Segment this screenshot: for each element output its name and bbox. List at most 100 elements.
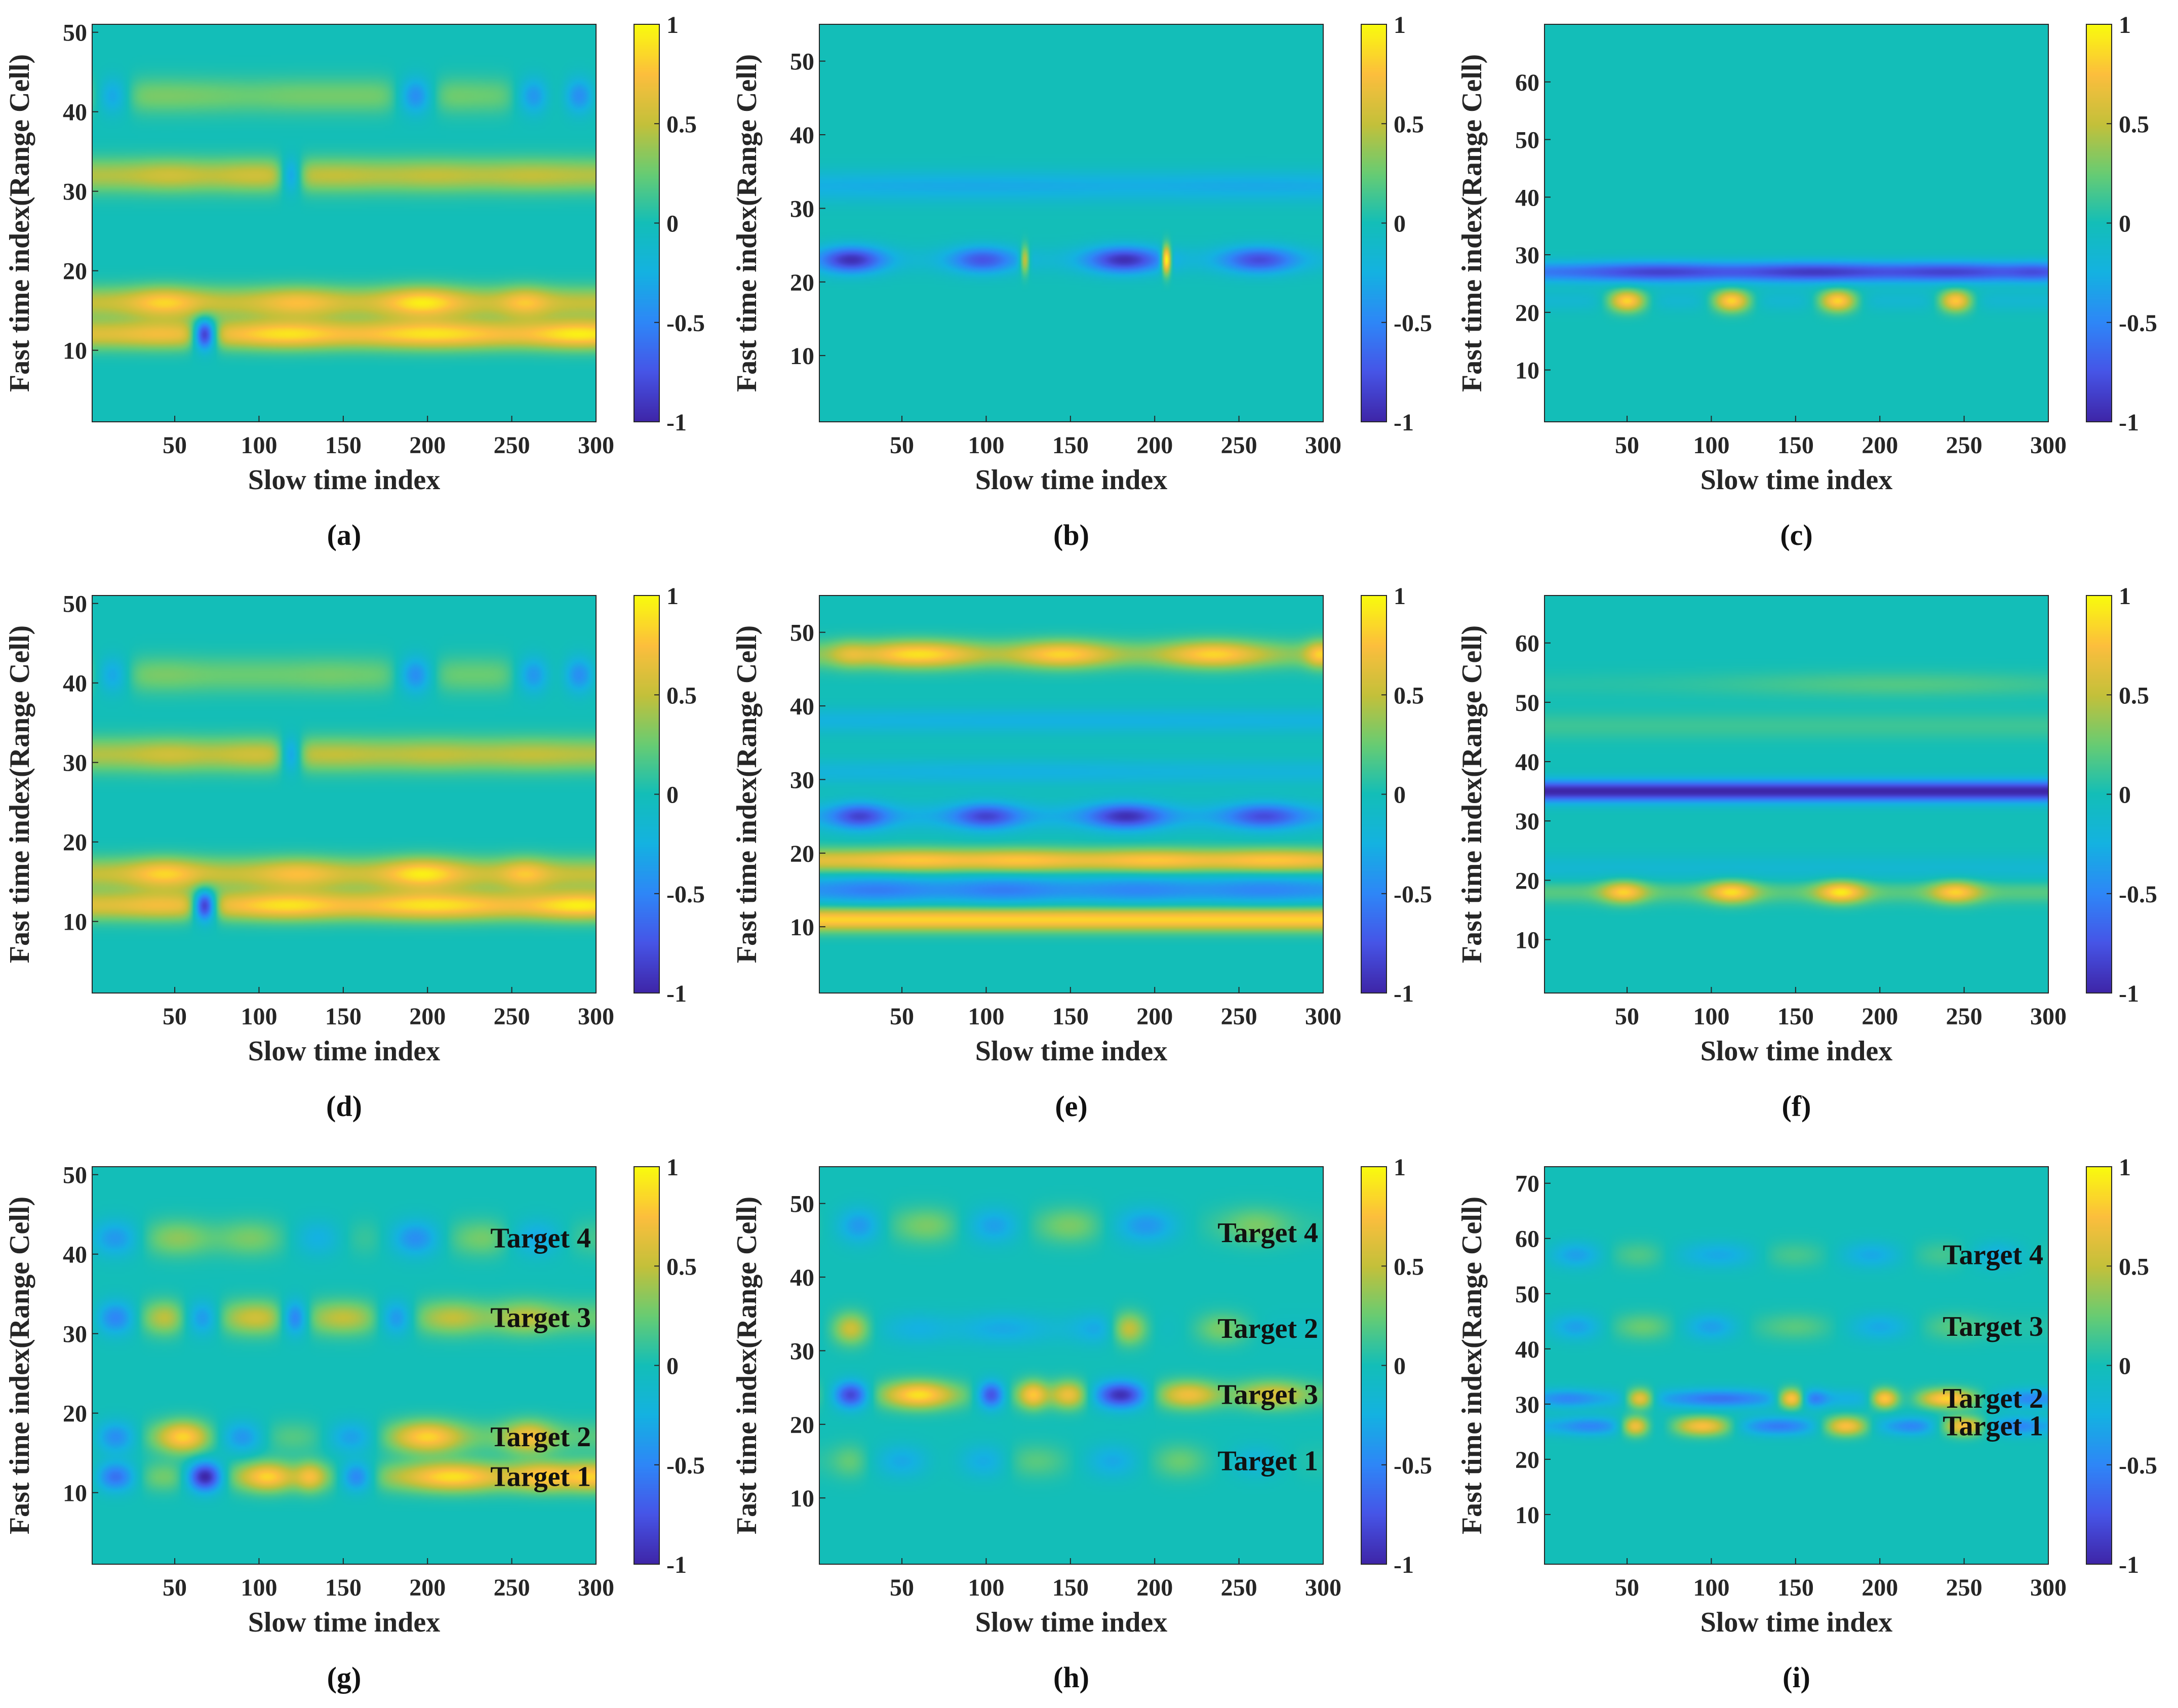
x-tick-label: 300: [578, 1003, 614, 1030]
y-tick-label: 10: [790, 343, 814, 370]
x-tick-label: 150: [1052, 432, 1089, 459]
x-axis-label: Slow time index: [248, 1036, 441, 1067]
y-tick-label: 40: [1515, 749, 1539, 776]
y-tick-label: 50: [1515, 690, 1539, 717]
target-annotation: Target 4: [1217, 1217, 1318, 1249]
plot-frame: [92, 1166, 597, 1565]
x-tick-label: 250: [494, 432, 530, 459]
subfigure-label: (i): [1783, 1661, 1810, 1694]
x-axis-label: Slow time index: [1700, 1036, 1893, 1067]
subfigure-label: (e): [1055, 1090, 1087, 1123]
colorbar: 1 0.5 0 -0.5 -1: [633, 12, 705, 436]
colorbar: 1 0.5 0 -0.5 -1: [1361, 12, 1432, 436]
x-tick-label: 200: [1136, 1574, 1173, 1601]
x-tick-label: 100: [1693, 432, 1729, 459]
x-tick-label: 150: [1052, 1574, 1089, 1601]
x-tick-label: 50: [1615, 432, 1639, 459]
x-tick-label: 300: [578, 432, 614, 459]
y-tick-label: 30: [63, 1321, 87, 1348]
y-tick-label: 30: [63, 750, 87, 777]
colorbar-tick-label: -1: [1394, 409, 1414, 436]
x-axis-label: Slow time index: [975, 1036, 1168, 1067]
x-tick-label: 100: [1693, 1003, 1729, 1030]
x-tick-label: 300: [1305, 1574, 1341, 1601]
y-tick-label: 20: [790, 269, 814, 296]
y-axis-label: Fast time index(Range Cell): [1456, 625, 1488, 963]
colorbar-tick-label: 1: [2119, 1154, 2131, 1181]
plot-frame: [819, 1166, 1324, 1565]
colorbar-tick-label: -1: [2119, 1552, 2139, 1578]
x-tick-label: 200: [1862, 1574, 1898, 1601]
x-tick-label: 150: [1777, 1574, 1814, 1601]
subfigure-label: (c): [1780, 519, 1812, 551]
y-tick-label: 50: [63, 1162, 87, 1189]
y-tick-label: 10: [1515, 927, 1539, 954]
colorbar-tick-label: -1: [1394, 980, 1414, 1007]
x-tick-label: 200: [1862, 432, 1898, 459]
colorbar-tick-label: -0.5: [2119, 310, 2157, 337]
y-tick-label: 20: [63, 258, 87, 285]
y-tick-label: 50: [790, 620, 814, 647]
x-tick-label: 100: [968, 432, 1004, 459]
x-tick-label: 300: [1305, 432, 1341, 459]
x-tick-label: 100: [968, 1574, 1004, 1601]
y-tick-label: 40: [790, 1264, 814, 1291]
colorbar-tick-label: -0.5: [666, 1452, 705, 1479]
colorbar-tick-label: 1: [666, 1154, 679, 1181]
y-tick-label: 20: [790, 1412, 814, 1439]
y-tick-label: 20: [1515, 867, 1539, 894]
colorbar-tick-label: -1: [666, 980, 687, 1007]
subfigure-label: (g): [327, 1661, 362, 1694]
subfigure-label: (f): [1782, 1090, 1811, 1123]
heatmap-image: [92, 24, 596, 422]
colorbar: 1 0.5 0 -0.5 -1: [2086, 12, 2157, 436]
target-annotation: Target 1: [1217, 1445, 1318, 1477]
heatmap-image: [1545, 1167, 2048, 1564]
x-tick-label: 50: [1615, 1574, 1639, 1601]
colorbar-tick-label: -0.5: [1394, 881, 1432, 908]
plot-frame: [1544, 595, 2049, 994]
target-annotation: Target 2: [1943, 1383, 2043, 1414]
y-tick-label: 40: [1515, 184, 1539, 211]
plot-frame: [1544, 24, 2049, 422]
target-annotation: Target 1: [490, 1461, 591, 1492]
colorbar-tick-label: 1: [1394, 583, 1406, 610]
plot-frame: [1544, 1166, 2049, 1565]
colorbar-tick-label: 1: [666, 583, 679, 610]
plot-frame: [92, 24, 597, 422]
colorbar-tick-label: 0: [1394, 782, 1406, 809]
target-annotation: Target 2: [490, 1421, 591, 1453]
x-tick-label: 100: [241, 432, 277, 459]
target-annotation: Target 3: [1217, 1379, 1318, 1411]
y-axis-label: Fast time index(Range Cell): [4, 625, 35, 963]
colorbar-tick-label: -0.5: [666, 310, 705, 337]
colorbar-tick-label: 1: [2119, 583, 2131, 610]
x-tick-label: 150: [325, 432, 362, 459]
target-annotation: Target 2: [1217, 1313, 1318, 1344]
y-tick-label: 40: [790, 693, 814, 720]
y-tick-label: 30: [1515, 242, 1539, 269]
colorbar-tick-label: 0: [2119, 782, 2131, 809]
colorbar-tick-label: -0.5: [666, 881, 705, 908]
y-axis-label: Fast time index(Range Cell): [1456, 54, 1488, 392]
plot-frame: [819, 24, 1324, 422]
x-axis-label: Slow time index: [975, 1607, 1168, 1638]
x-tick-label: 50: [163, 432, 187, 459]
target-annotation: Target 1: [1943, 1410, 2043, 1442]
colorbar-tick-label: 0: [666, 1353, 679, 1380]
x-tick-label: 50: [163, 1574, 187, 1601]
y-tick-label: 40: [790, 122, 814, 149]
y-tick-label: 40: [1515, 1336, 1539, 1363]
colorbar-tick-label: 0.5: [2119, 111, 2149, 138]
colorbar-tick-label: -1: [2119, 980, 2139, 1007]
x-tick-label: 200: [409, 1003, 446, 1030]
y-axis-label: Fast time index(Range Cell): [4, 54, 35, 392]
x-tick-label: 200: [1136, 432, 1173, 459]
y-tick-label: 30: [790, 767, 814, 793]
